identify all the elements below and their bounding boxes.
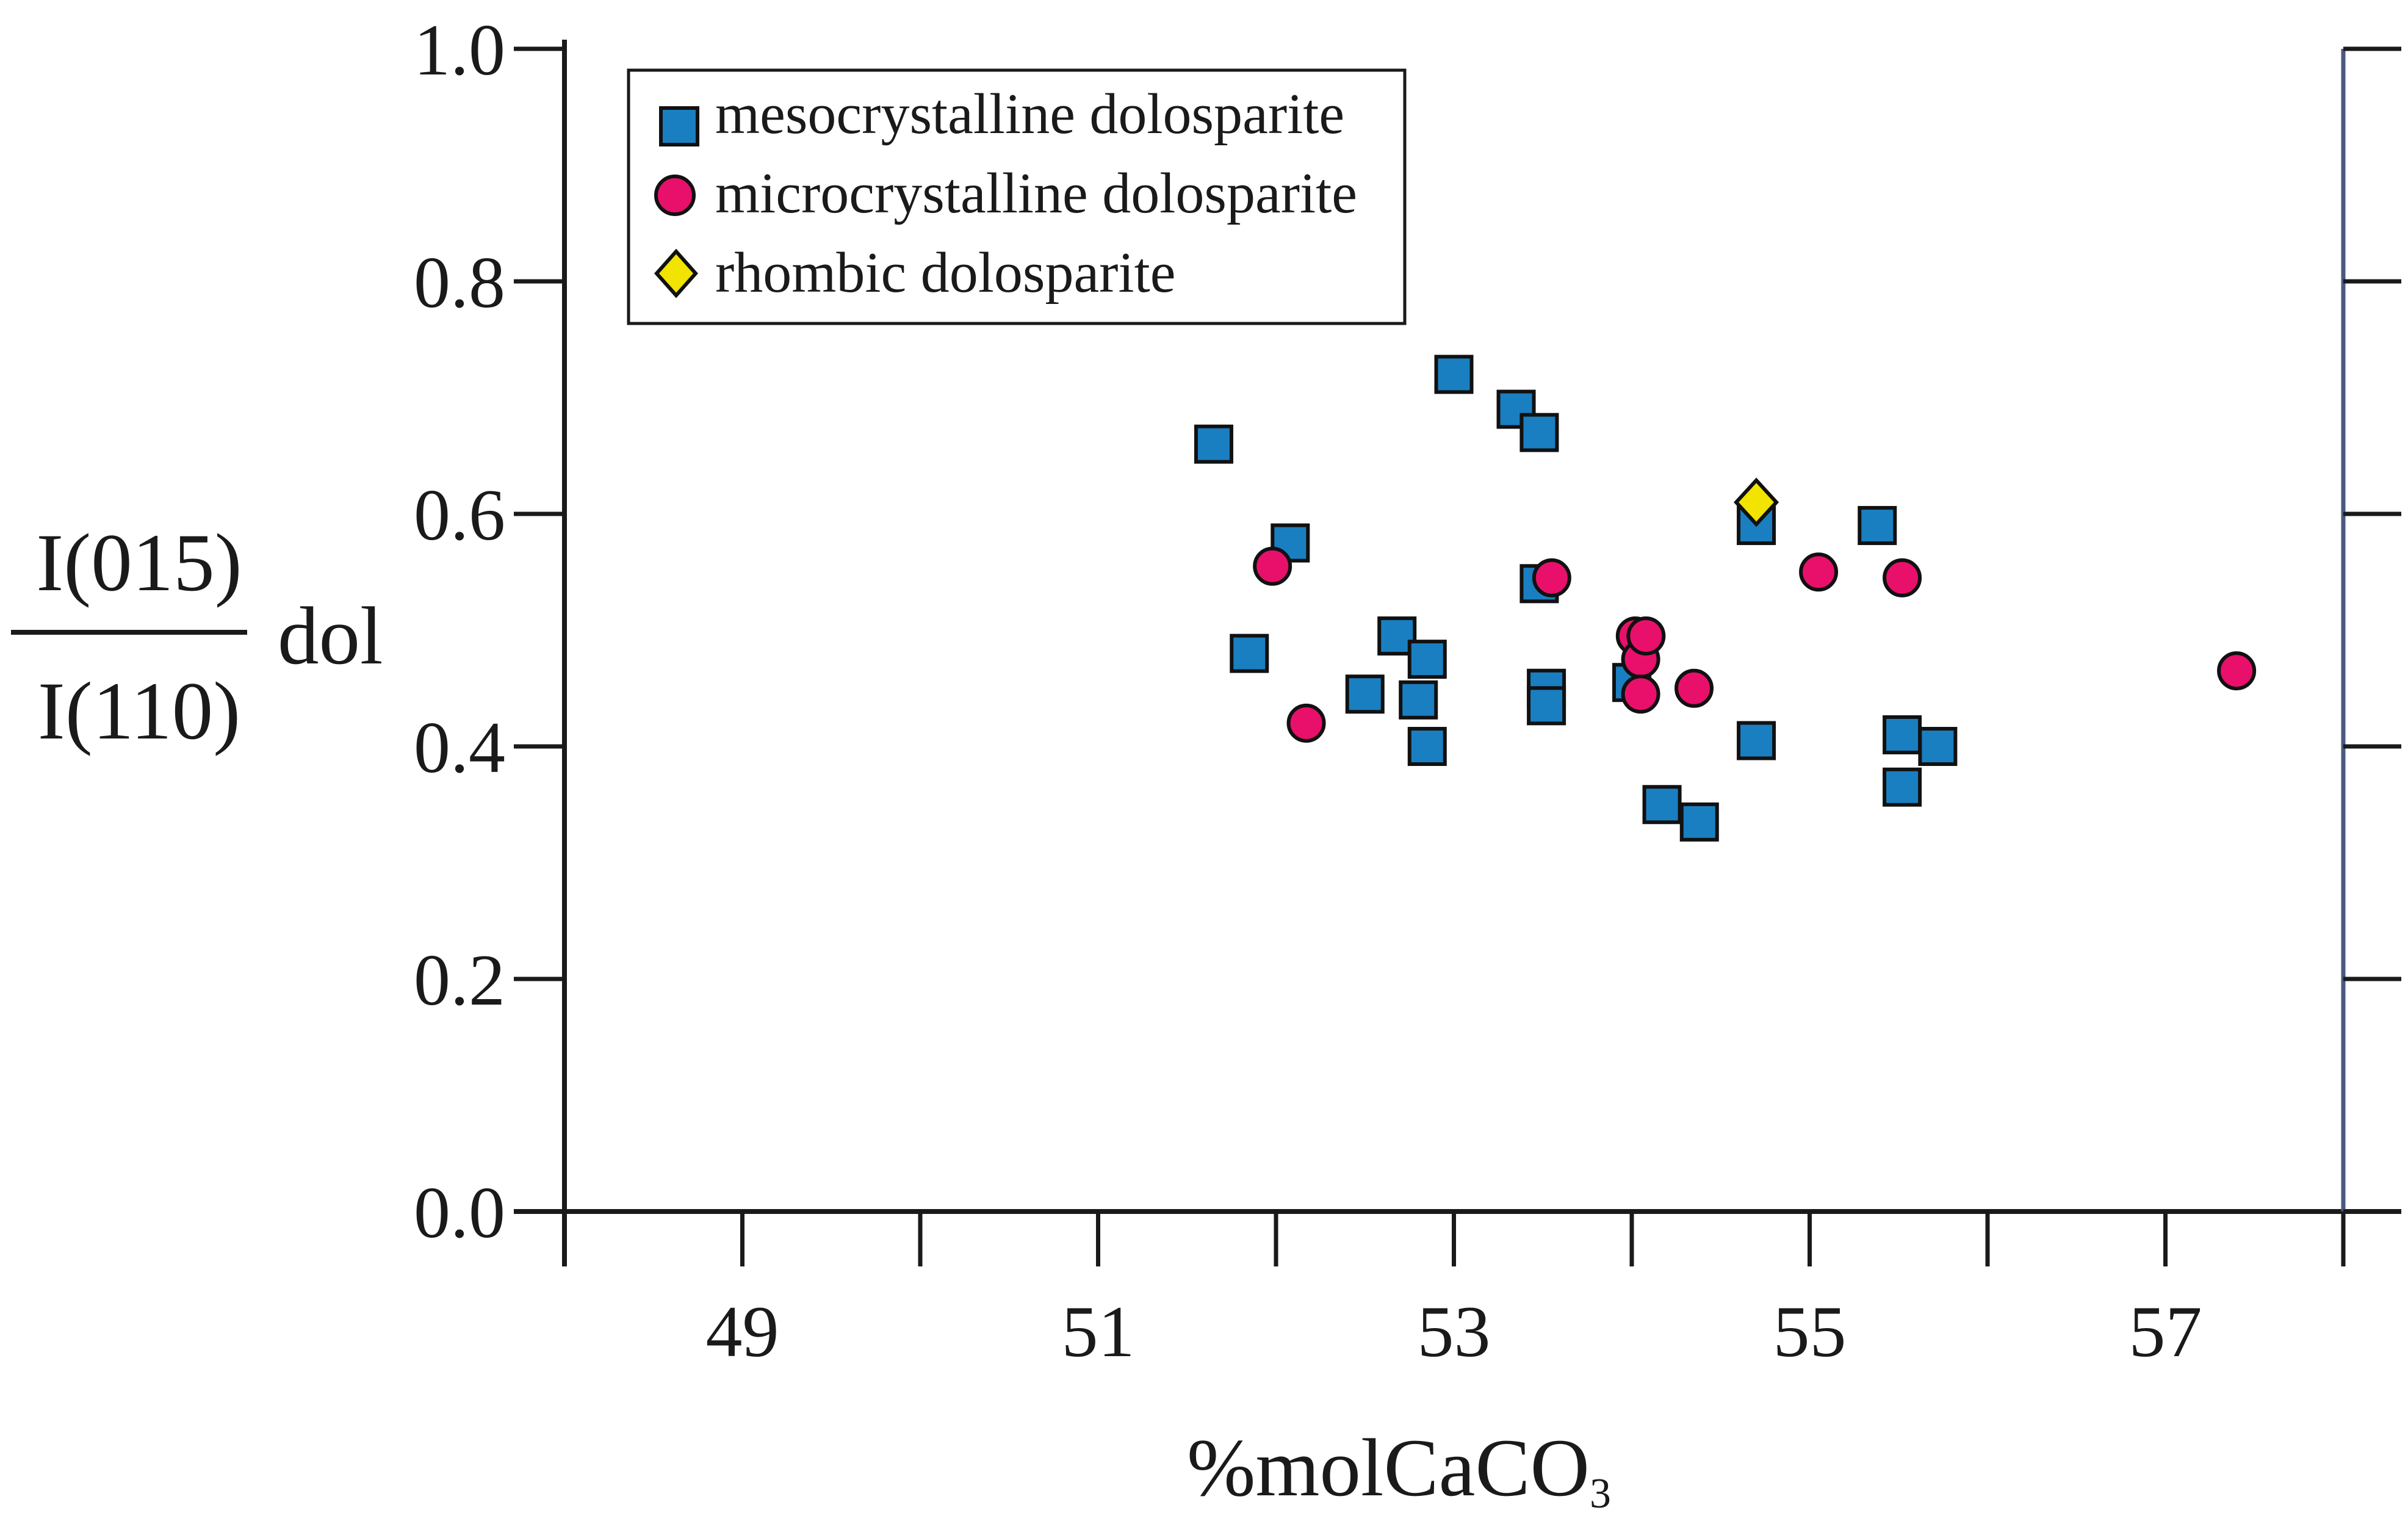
data-point-square (1407, 640, 1447, 679)
x-tick-label: 55 (1773, 1291, 1847, 1372)
x-label-main: %molCaCO (1187, 1423, 1590, 1513)
legend-label-mesocrystalline: mesocrystalline dolosparite (715, 82, 1344, 146)
tick-labels: 49 51 53 55 57 0.0 0.2 0.4 0.6 0.8 1.0 (414, 9, 2202, 1372)
axes (514, 40, 2401, 1266)
y-axis-title: I(015) I(110) dol (11, 518, 383, 757)
x-axis-title: %molCaCO3 (1187, 1423, 1611, 1513)
data-point-circle (1621, 674, 1660, 714)
legend-marker-square (659, 106, 699, 146)
x-tick-label: 51 (1062, 1291, 1135, 1372)
y-tick-label: 0.2 (414, 939, 505, 1020)
data-point-circle (1674, 668, 1714, 708)
data-point-square (1434, 355, 1474, 394)
data-point-square (1519, 413, 1559, 452)
y-label-denominator: I(110) (38, 666, 240, 757)
legend-label-microcrystalline: microcrystalline dolosparite (715, 162, 1357, 225)
data-point-square (1918, 727, 1958, 766)
x-tick-label: 53 (1418, 1291, 1491, 1372)
x-tick-label: 49 (706, 1291, 779, 1372)
data-point-square (1737, 721, 1776, 760)
data-point-square (1399, 680, 1438, 720)
y-label-numerator: I(015) (36, 518, 242, 608)
data-point-square (1858, 506, 1897, 546)
data-point-square (1345, 674, 1385, 714)
legend-marker-diamond (654, 248, 699, 298)
data-point-circle (1532, 558, 1571, 598)
data-point-circle (1799, 552, 1839, 592)
data-point-square (1230, 634, 1269, 673)
x-label-subscript: 3 (1590, 1470, 1611, 1513)
series-diamond (1733, 477, 1779, 527)
data-point-square (1679, 802, 1719, 842)
data-point-square (1407, 727, 1447, 766)
data-point-square (1883, 767, 1922, 807)
y-tick-label: 0.6 (414, 474, 505, 555)
series-circle (1253, 546, 2257, 743)
y-tick-label: 1.0 (414, 9, 505, 90)
legend-marker-circle (654, 175, 696, 216)
data-point-square (1883, 715, 1922, 754)
legend-label-rhombic: rhombic dolosparite (715, 241, 1175, 305)
y-tick-label: 0.8 (414, 242, 505, 323)
y-label-suffix: dol (278, 591, 383, 682)
data-point-circle (1253, 546, 1292, 586)
data-point-circle (1286, 703, 1326, 743)
tick-marks (514, 46, 2401, 1266)
series-square (1194, 355, 1958, 842)
data-point-square (1642, 785, 1682, 825)
data-point-diamond (1733, 477, 1779, 527)
data-point-square (1194, 424, 1233, 464)
y-tick-label: 0.4 (414, 707, 505, 788)
data-point-square (1527, 686, 1566, 726)
y-tick-label: 0.0 (414, 1172, 505, 1253)
data-point-circle (1626, 616, 1666, 656)
data-point-square (1496, 389, 1536, 429)
data-points (1194, 355, 2257, 842)
legend-box (627, 68, 1407, 325)
x-tick-label: 57 (2129, 1291, 2202, 1372)
legend: mesocrystalline dolosparite microcrystal… (627, 68, 1407, 325)
data-point-circle (1883, 558, 1922, 598)
data-point-circle (2217, 651, 2257, 691)
